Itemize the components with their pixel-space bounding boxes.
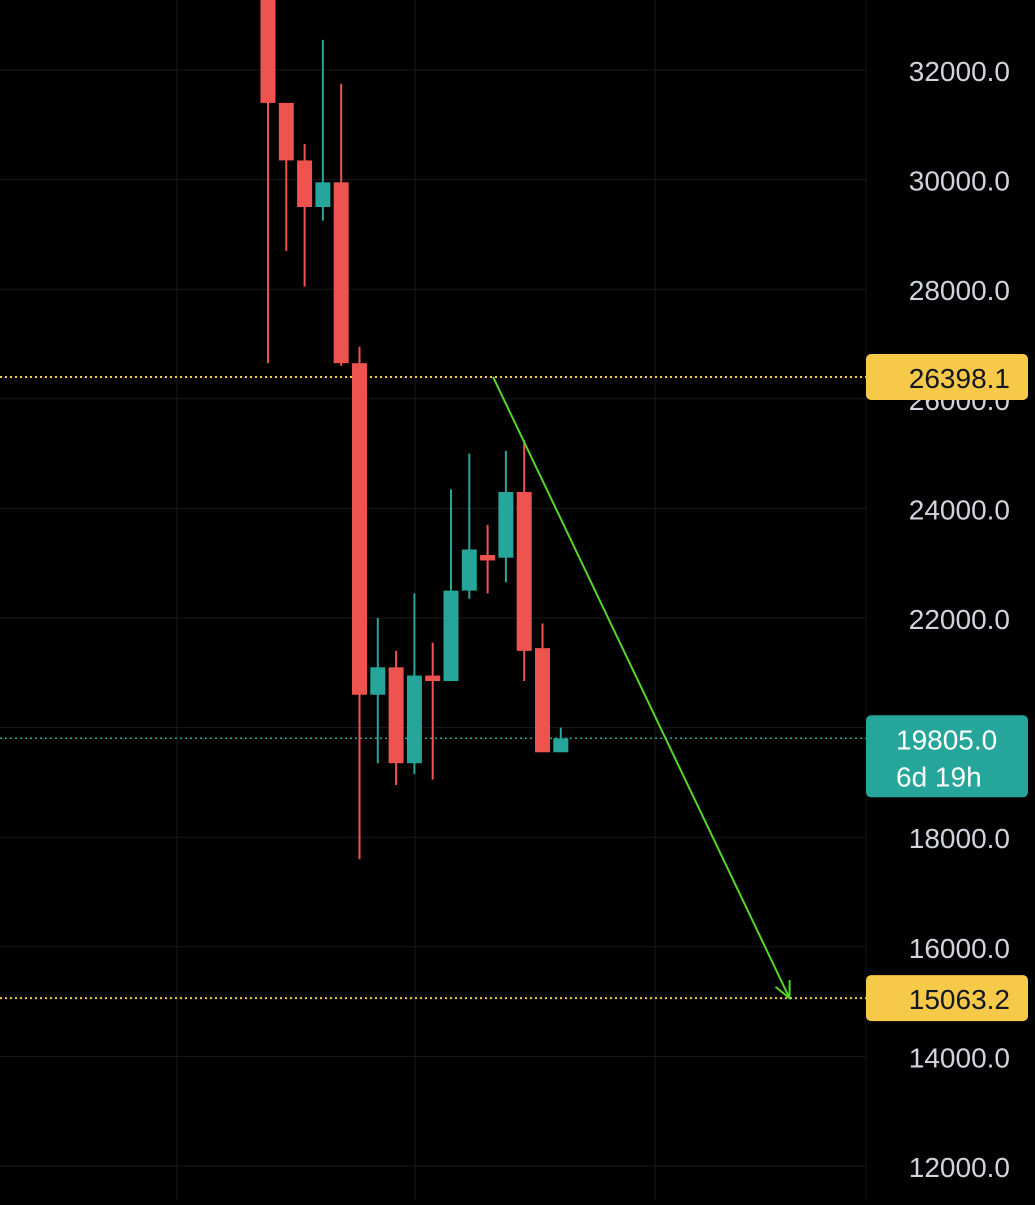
candle[interactable] [333, 83, 349, 366]
trend-arrow-head [774, 980, 791, 1001]
countdown-label: 6d 19h [896, 761, 982, 792]
candle-body [480, 554, 496, 561]
y-tick-label: 32000.0 [909, 56, 1010, 87]
candle[interactable] [315, 39, 331, 221]
grid-layer [0, 0, 867, 1200]
y-tick-label: 14000.0 [909, 1042, 1010, 1073]
horizontal-lines-layer [0, 375, 866, 1000]
trend-arrow-line[interactable] [492, 376, 791, 999]
y-tick-label: 12000.0 [909, 1152, 1010, 1183]
candle[interactable] [461, 453, 477, 599]
y-tick-label: 18000.0 [909, 823, 1010, 854]
y-tick-label: 16000.0 [909, 933, 1010, 964]
candle-body [461, 549, 477, 591]
horizontal-level-label: 15063.2 [909, 984, 1010, 1015]
candle-body [297, 160, 313, 207]
price-labels-layer: 26398.1 15063.2 19805.0 6d 19h [866, 353, 1028, 1022]
price-axis[interactable]: 12000.0 14000.0 16000.0 18000.0 22000.0 24000… [909, 56, 1010, 1183]
candle[interactable] [498, 450, 514, 583]
candle-body [498, 491, 514, 558]
candle[interactable] [480, 524, 496, 594]
candle-body [260, 0, 276, 103]
y-tick-label: 24000.0 [909, 494, 1010, 525]
candle-body [443, 590, 459, 682]
candle[interactable] [443, 489, 459, 682]
candle[interactable] [406, 593, 422, 775]
candle-body [516, 491, 532, 651]
candle-body [333, 182, 349, 364]
candle[interactable] [370, 618, 386, 764]
candle-body [535, 648, 550, 753]
candle-body [388, 667, 404, 764]
candle-body [315, 182, 331, 207]
horizontal-level-badge [866, 975, 1028, 1022]
candle-body [370, 667, 386, 695]
horizontal-level-label: 26398.1 [909, 363, 1010, 394]
y-tick-label: 28000.0 [909, 275, 1010, 306]
candle[interactable] [553, 727, 569, 753]
candle[interactable] [297, 143, 313, 287]
candle[interactable] [425, 642, 441, 780]
candle[interactable] [388, 650, 404, 786]
current-price-badge [866, 715, 1028, 798]
candle-body [553, 738, 569, 753]
trend-arrow-layer[interactable] [492, 376, 791, 1001]
candle[interactable] [535, 623, 550, 753]
candle-body [406, 675, 422, 764]
candle-body [352, 363, 367, 695]
candle-body [278, 102, 294, 161]
candle[interactable] [516, 439, 532, 682]
candle[interactable] [260, 0, 276, 364]
candle-body [425, 675, 441, 682]
candle[interactable] [278, 102, 294, 251]
current-price-label: 19805.0 [896, 724, 997, 755]
candles-layer[interactable] [260, 0, 569, 860]
horizontal-level-badge [866, 353, 1028, 400]
y-tick-label: 22000.0 [909, 604, 1010, 635]
y-tick-label: 30000.0 [909, 166, 1010, 197]
candle[interactable] [352, 346, 367, 860]
